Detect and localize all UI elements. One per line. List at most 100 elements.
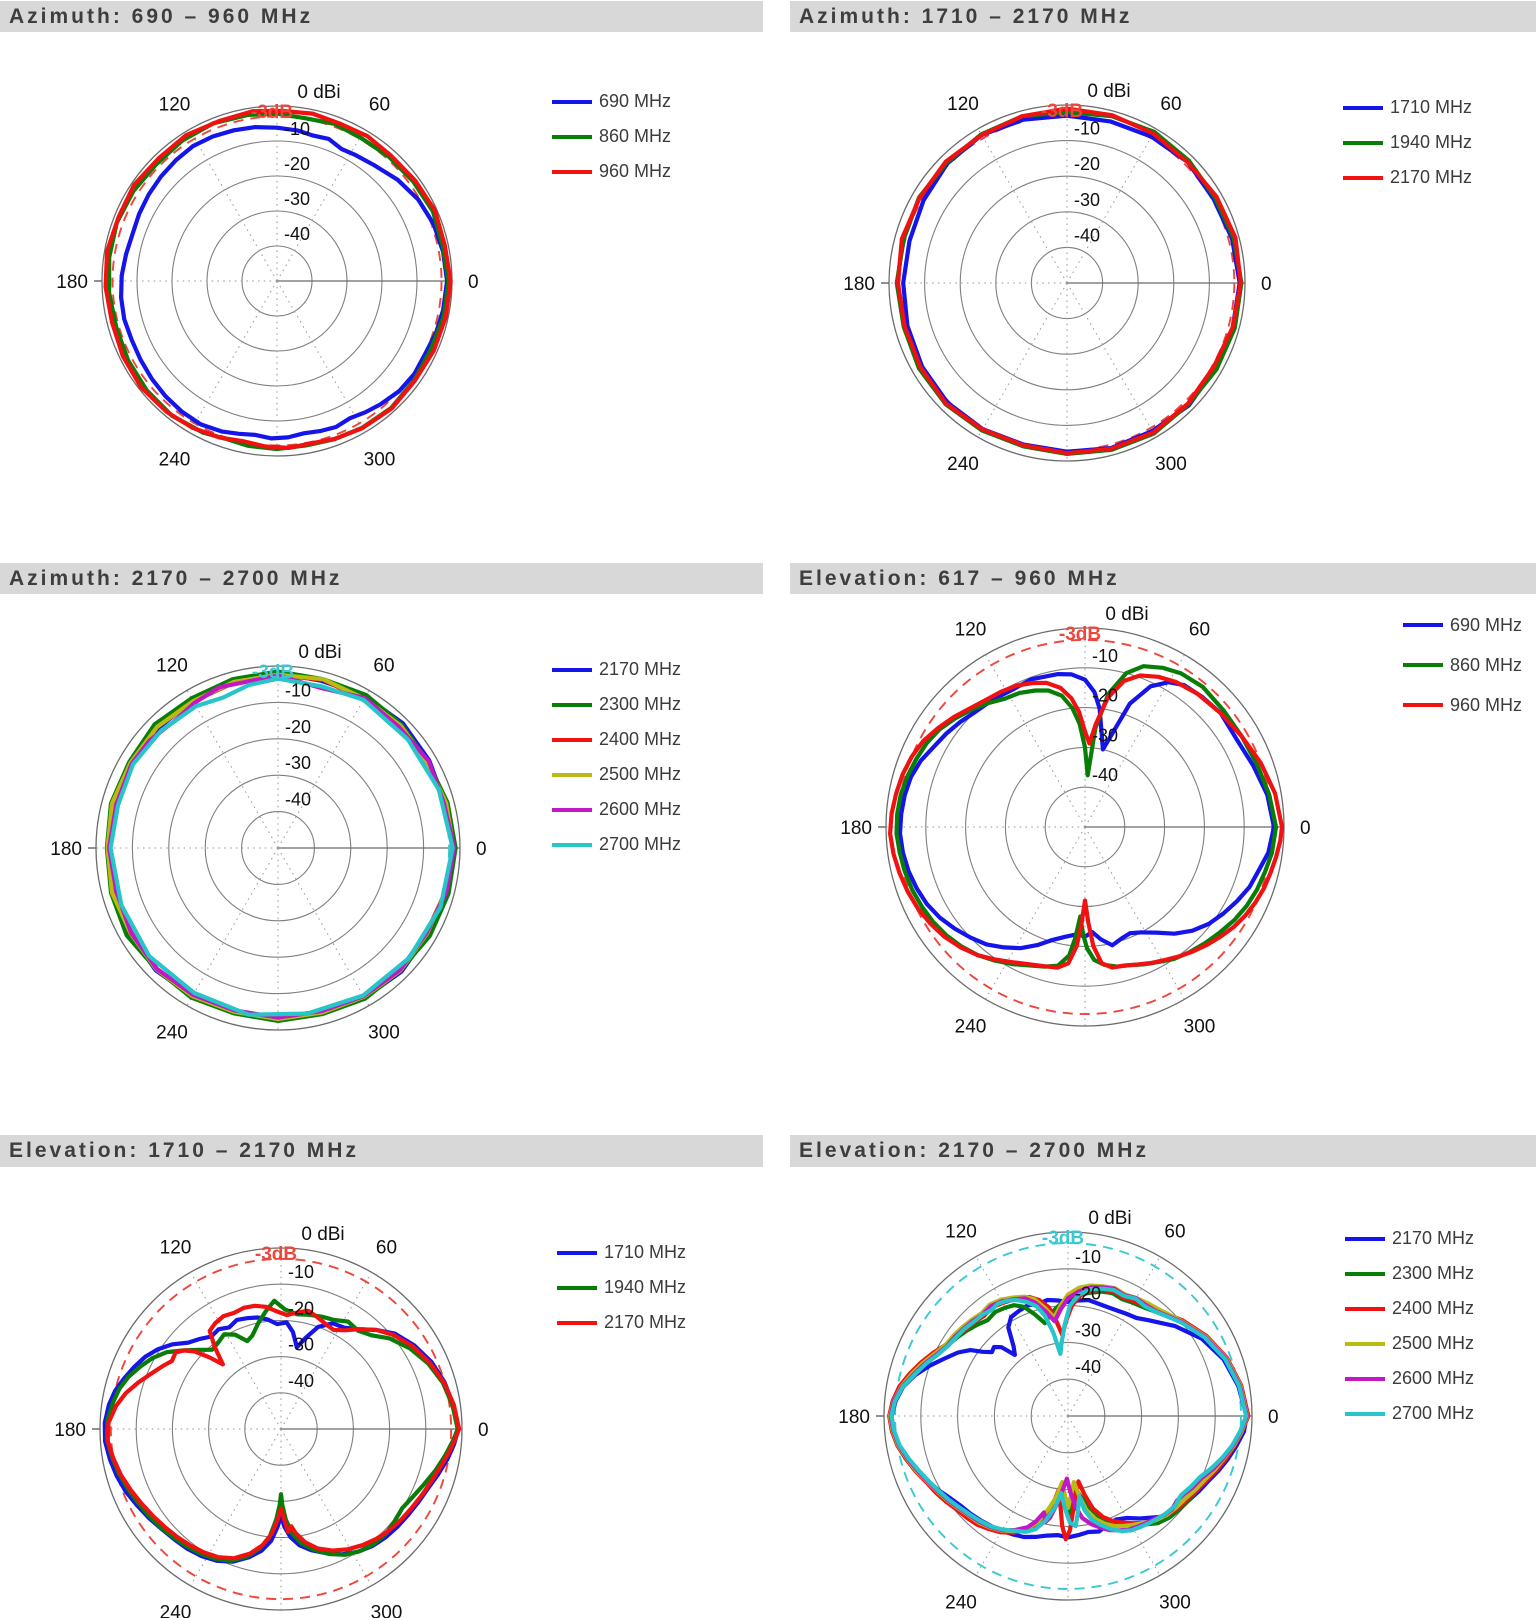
series-curve-2700-mhz [108,676,455,1017]
angle-label-180: 180 [56,272,88,293]
r-max-label: 0 dBi [301,1224,344,1245]
legend-item: 2600 MHz [552,792,681,827]
series-curve-2170-mhz [105,1303,462,1561]
angle-label-60: 60 [373,655,394,676]
ref-label-3db: -3dB [252,662,294,683]
angle-label-60: 60 [376,1237,397,1258]
angle-label-0: 0 [478,1420,489,1441]
r-tick-label: -20 [284,154,310,174]
legend-label: 2700 MHz [599,834,682,854]
legend-item: 2500 MHz [1345,1326,1474,1361]
legend-line-swatch [557,1285,597,1290]
legend-line-swatch [1403,703,1443,707]
series-curve-960-mhz [888,673,1285,970]
legend-line-swatch [552,702,592,707]
polar-plot-0: 60 120 240 300 0 180 -10 -20 -30 -40 0 dBi-3dB [56,82,478,471]
legend-item: 2400 MHz [1345,1291,1474,1326]
legend: 690 MHz 860 MHz 960 MHz [552,84,671,189]
angle-label-60: 60 [369,94,390,115]
r-tick-label: -10 [285,680,311,700]
r-tick-label: -40 [288,1371,314,1391]
legend-line-swatch [552,737,592,742]
chart-title: Elevation: 1710 – 2170 MHz [9,1139,359,1162]
angle-label-240: 240 [160,1603,192,1618]
spoke-240deg [977,282,1068,438]
legend-item: 2700 MHz [552,827,681,862]
chart-title-bar: Azimuth: 2170 – 2700 MHz [0,563,763,594]
angle-label-180: 180 [840,818,872,839]
legend-item: 1710 MHz [1343,90,1472,125]
angle-label-120: 120 [947,94,979,115]
legend: 690 MHz 860 MHz 960 MHz [1403,605,1522,725]
r-tick-label: -40 [1074,225,1100,245]
r-tick-label: -30 [285,753,311,773]
legend-label: 2500 MHz [1392,1333,1475,1353]
legend-label: 2500 MHz [599,764,682,784]
legend-label: 2600 MHz [1392,1368,1475,1388]
legend-label: 2400 MHz [1392,1298,1475,1318]
angle-label-60: 60 [1189,620,1210,641]
r-tick-label: -10 [288,1262,314,1282]
spoke-60deg [277,690,370,849]
legend-line-swatch [557,1320,597,1325]
r-tick-label: -20 [1075,1284,1101,1304]
legend-item: 2170 MHz [1343,160,1472,195]
spoke-300deg [1066,282,1157,438]
legend-label: 690 MHz [599,91,672,111]
legend-line-swatch [552,667,592,672]
legend-line-swatch [1345,1306,1385,1311]
angle-label-240: 240 [945,1592,977,1613]
r-tick-label: -10 [284,119,310,139]
ref-circle-3db [894,1242,1242,1590]
angle-label-300: 300 [1159,1592,1191,1613]
angle-label-0: 0 [1268,1407,1279,1428]
r-tick-label: -30 [1074,190,1100,210]
angle-label-120: 120 [955,620,987,641]
chart-title: Azimuth: 1710 – 2170 MHz [799,4,1133,28]
legend: 1710 MHz 1940 MHz 2170 MHz [1343,90,1472,195]
ref-circle-3db [109,1257,453,1601]
r-tick-label: -40 [1092,765,1118,785]
chart-title-bar: Elevation: 1710 – 2170 MHz [0,1135,763,1167]
angle-label-0: 0 [1300,818,1311,839]
polar-plot-2: 60 120 240 300 0 180 -10 -20 -30 -40 0 dBi-3dB [50,642,486,1044]
r-max-label: 0 dBi [298,642,341,663]
legend-line-swatch [557,1250,597,1255]
legend-label: 2300 MHz [1392,1263,1475,1283]
legend-item: 690 MHz [1403,605,1522,645]
series-curve-690-mhz [119,125,450,441]
legend-item: 2300 MHz [552,687,681,722]
angle-label-120: 120 [160,1237,192,1258]
angle-label-300: 300 [368,1023,400,1044]
legend-label: 2300 MHz [599,694,682,714]
legend-item: 2600 MHz [1345,1361,1474,1396]
r-max-label: 0 dBi [1105,604,1148,625]
spoke-240deg [190,1428,282,1587]
legend-item: 2170 MHz [557,1305,686,1340]
legend-item: 2700 MHz [1345,1396,1474,1431]
legend: 2170 MHz 2300 MHz 2400 MHz 2500 MHz 2600 MHz… [552,652,681,862]
ref-label-3db: -3dB [251,102,293,123]
legend-line-swatch [1345,1236,1385,1241]
legend-line-swatch [1345,1341,1385,1346]
legend-item: 860 MHz [1403,645,1522,685]
legend-item: 1940 MHz [557,1270,686,1305]
r-tick-label: -20 [1074,154,1100,174]
ref-label-3db: -3dB [1041,101,1083,122]
legend-item: 2500 MHz [552,757,681,792]
r-tick-label: -10 [1074,119,1100,139]
series-curve-2170-mhz [895,106,1243,456]
r-tick-label: -20 [288,1298,314,1318]
legend-item: 860 MHz [552,119,671,154]
angle-label-300: 300 [1184,1016,1216,1037]
legend-label: 2170 MHz [599,659,682,679]
legend-item: 2300 MHz [1345,1256,1474,1291]
chart-title: Azimuth: 690 – 960 MHz [9,4,314,28]
polar-plot-1: 60 120 240 300 0 180 -10 -20 -30 -40 0 dBi-3dB [843,81,1271,475]
legend-line-swatch [1345,1271,1385,1276]
r-tick-label: -10 [1075,1247,1101,1267]
legend-label: 2170 MHz [1390,167,1473,187]
legend-label: 2700 MHz [1392,1403,1475,1423]
ref-label-3db: -3dB [255,1244,297,1265]
legend-line-swatch [1345,1411,1385,1416]
